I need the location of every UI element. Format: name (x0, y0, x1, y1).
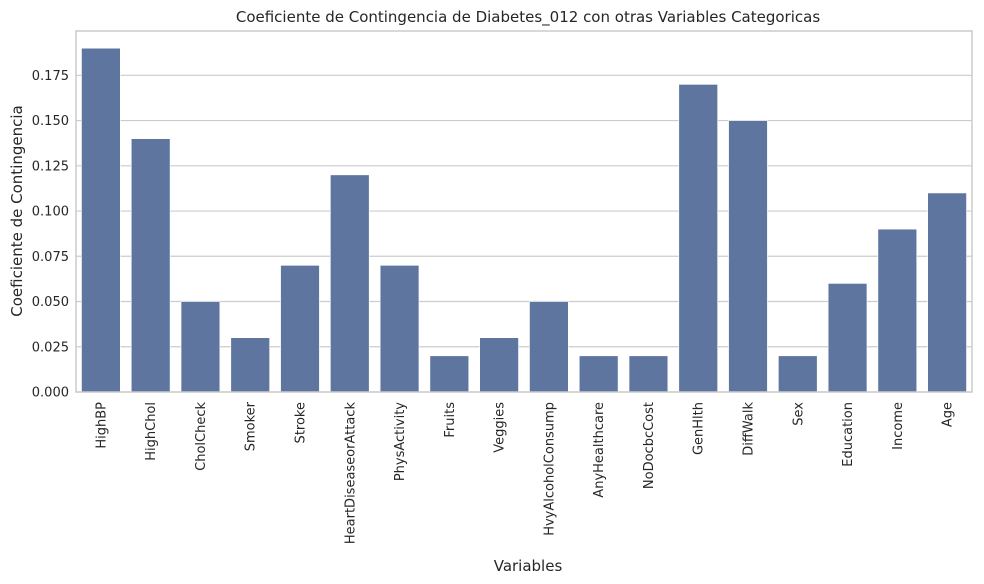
bar-Sex (778, 355, 818, 393)
grid-lines (76, 74, 972, 393)
bars (81, 47, 967, 393)
x-tick-label: Income (891, 402, 906, 450)
y-tick-label: 0.000 (32, 386, 69, 401)
bar-NoDocbcCost (628, 355, 669, 393)
bar-HighBP (81, 47, 121, 393)
bar-Education (827, 283, 868, 393)
x-tick-label: HighChol (144, 402, 159, 461)
bar-AnyHealthcare (578, 355, 619, 393)
bar-Veggies (479, 337, 519, 393)
x-tick-label: Smoker (244, 401, 259, 451)
y-tick-label: 0.100 (32, 205, 69, 220)
x-tick-label: HeartDiseaseorAttack (343, 402, 358, 545)
chart-title: Coeficiente de Contingencia de Diabetes_… (236, 8, 820, 27)
bar-Age (927, 192, 967, 393)
x-tick-labels: HighBP HighChol CholCheck Smoker Stroke Heart… (94, 401, 955, 544)
bar-HeartDiseaseorAttack (330, 174, 370, 393)
bar-CholCheck (180, 301, 221, 393)
x-tick-label: Veggies (493, 402, 508, 453)
y-axis-label: Coeficiente de Contingencia (8, 105, 26, 316)
x-tick-label: Fruits (443, 402, 458, 438)
bar-GenHlth (678, 84, 718, 393)
y-tick-label: 0.050 (32, 295, 69, 310)
x-tick-label: AnyHealthcare (592, 402, 607, 498)
x-tick-label: GenHlth (692, 402, 707, 455)
x-tick-label: DiffWalk (742, 402, 757, 456)
x-tick-label: NoDocbcCost (642, 402, 657, 489)
y-tick-label: 0.175 (32, 69, 69, 84)
x-tick-label: HighBP (94, 402, 109, 449)
bar-PhysActivity (379, 265, 420, 393)
bar-Fruits (429, 355, 470, 393)
bar-Smoker (230, 337, 270, 393)
x-tick-label: Education (841, 402, 856, 467)
y-tick-label: 0.025 (32, 340, 69, 355)
bar-DiffWalk (728, 120, 768, 393)
x-tick-label: PhysActivity (393, 402, 408, 481)
x-axis-label: Variables (494, 557, 563, 575)
bar-Income (877, 228, 918, 393)
y-tick-label: 0.075 (32, 250, 69, 265)
x-tick-label: Stroke (294, 402, 309, 443)
y-tick-labels: 0.000 0.025 0.050 0.075 0.100 0.125 0.150 0.175 (32, 69, 69, 401)
bar-HvyAlcoholConsump (529, 301, 569, 393)
plot-frame (75, 30, 973, 393)
bar-Stroke (280, 265, 320, 393)
y-tick-label: 0.150 (32, 114, 69, 129)
x-tick-label: CholCheck (194, 402, 209, 471)
x-tick-label: Sex (791, 402, 806, 426)
y-tick-label: 0.125 (32, 159, 69, 174)
x-tick-label: Age (941, 402, 956, 427)
x-tick-label: HvyAlcoholConsump (542, 402, 557, 536)
bar-HighChol (130, 138, 171, 393)
